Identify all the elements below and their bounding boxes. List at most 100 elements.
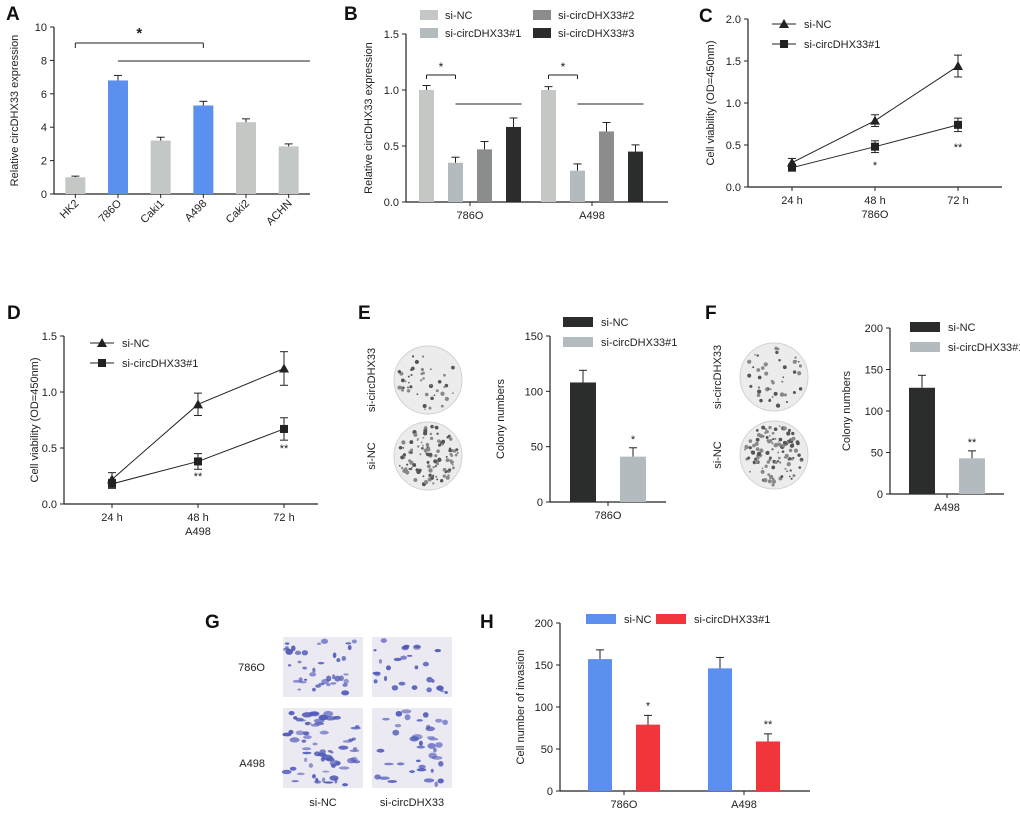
stained-cell <box>426 676 433 683</box>
y-axis-label: Cell viability (OD=450nm) <box>705 40 717 165</box>
stained-cell <box>434 649 442 653</box>
stained-cell <box>347 644 352 651</box>
colony-dot <box>432 474 435 477</box>
significance-star: ** <box>764 719 773 731</box>
legend-entry: si-circDHX33#1 <box>694 614 770 626</box>
culture-dish-treated <box>739 342 809 412</box>
colony-dot <box>765 429 769 434</box>
colony-dot <box>443 373 446 377</box>
marker-square <box>194 457 202 466</box>
legend-marker <box>780 40 788 48</box>
colony-dot <box>439 479 444 483</box>
legend-entry: si-NC <box>948 322 976 334</box>
colony-dot <box>748 439 753 443</box>
stained-cell <box>431 755 443 760</box>
x-tick-label: A498 <box>934 502 960 514</box>
colony-dot <box>428 468 433 473</box>
stained-cell <box>323 781 334 784</box>
colony-dot <box>771 448 774 451</box>
stained-cell <box>317 661 325 665</box>
stained-cell <box>394 723 402 728</box>
stained-cell <box>400 655 407 660</box>
stained-cell <box>288 729 294 735</box>
dish-label: si-NC <box>366 442 378 470</box>
colony-dot <box>772 477 775 481</box>
bar-A498 <box>193 105 214 194</box>
stained-cell <box>393 657 402 662</box>
colony-dot <box>800 460 802 462</box>
stained-cell <box>332 674 336 680</box>
colony-dot <box>437 380 442 384</box>
colony-dot <box>410 373 413 376</box>
colony-dot <box>790 477 793 480</box>
y-tick-label: 50 <box>531 442 543 454</box>
colony-dot <box>429 368 432 371</box>
colony-dot <box>792 390 796 395</box>
colony-dot <box>791 431 795 436</box>
colony-dot <box>792 370 797 374</box>
colony-dot <box>788 457 792 461</box>
stained-cell <box>435 742 443 748</box>
stained-cell <box>303 735 312 740</box>
colony-dot <box>747 359 752 364</box>
stained-cell <box>321 777 326 784</box>
colony-dot <box>448 437 453 441</box>
legend-entry: si-circDHX33#1 <box>122 358 198 370</box>
stained-cell <box>304 721 310 726</box>
bar-A498-series-0 <box>708 668 732 791</box>
stained-cell <box>373 649 377 652</box>
marker-square <box>871 142 879 151</box>
colony-dot <box>783 393 787 397</box>
stained-cell <box>392 729 400 736</box>
y-tick-label: 150 <box>525 331 543 343</box>
y-axis-label: Relative circDHX33 expression <box>9 35 21 187</box>
stained-cell <box>341 655 347 661</box>
stained-cell <box>302 751 312 755</box>
colony-dot <box>422 377 425 380</box>
bar-786O-series-3 <box>506 126 521 202</box>
colony-dot <box>400 466 404 470</box>
colony-dot <box>773 391 778 396</box>
colony-dot <box>428 406 432 410</box>
colony-dot <box>747 373 752 378</box>
colony-dot <box>400 378 405 383</box>
colony-dot <box>772 479 777 484</box>
marker-triangle <box>279 363 289 373</box>
stained-cell <box>404 714 411 721</box>
colony-dot <box>442 474 447 478</box>
y-tick-label: 1.0 <box>42 387 57 399</box>
colony-dot <box>445 475 450 480</box>
colony-dot <box>778 456 781 460</box>
y-tick-label: 0.5 <box>384 141 399 153</box>
colony-dot <box>440 443 444 446</box>
stained-cell <box>329 775 339 781</box>
stained-cell <box>296 772 305 776</box>
stained-cell <box>418 764 426 769</box>
stained-cell <box>289 737 300 743</box>
y-axis-label: Relative circDHX33 expression <box>363 42 375 194</box>
significance-star: * <box>631 434 636 446</box>
colony-dot <box>444 383 449 388</box>
stained-cell <box>315 684 321 688</box>
legend-entry: si-circDHX33#1 <box>445 28 521 40</box>
colony-dot <box>755 428 759 432</box>
significance-star: * <box>873 160 878 172</box>
colony-dot <box>773 443 778 448</box>
legend-entry: si-NC <box>624 614 652 626</box>
stained-cell <box>416 745 426 749</box>
stained-cell <box>423 778 435 783</box>
stained-cell <box>297 688 302 691</box>
legend-entry: si-circDHX33#1 <box>601 337 677 349</box>
colony-dot <box>410 366 415 371</box>
legend-marker <box>97 338 107 347</box>
colony-dot <box>442 467 447 472</box>
colony-dot <box>398 464 401 467</box>
colony-dot <box>767 479 772 484</box>
colony-dot <box>409 385 413 389</box>
colony-dot <box>760 366 765 370</box>
colony-dot <box>416 393 419 396</box>
culture-dish-treated <box>393 345 463 415</box>
x-tick-label: A498 <box>579 210 605 222</box>
colony-dot <box>782 426 787 431</box>
x-tick-label: 72 h <box>273 512 294 524</box>
